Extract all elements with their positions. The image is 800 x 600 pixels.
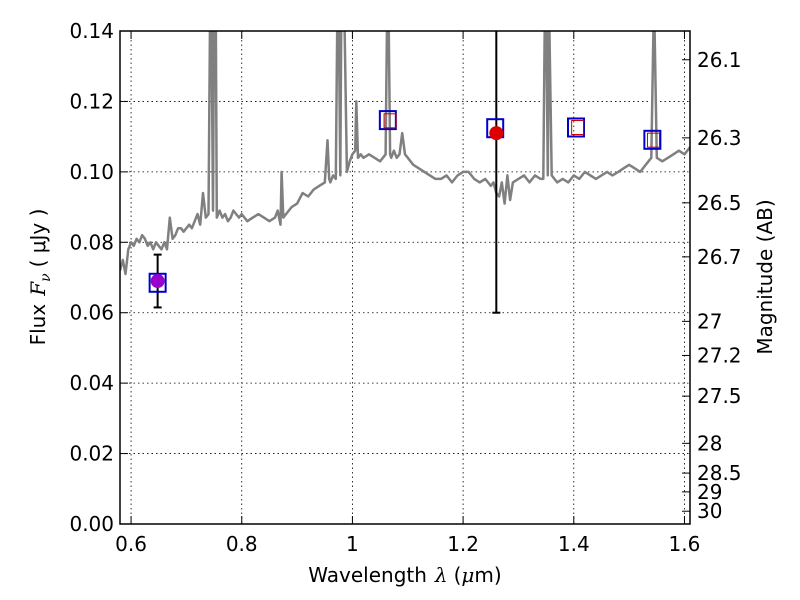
magnitude-tick-label: 26.3: [697, 126, 742, 150]
observed-limit-square: [646, 132, 660, 148]
x-tick-label: 1: [346, 532, 359, 556]
x-tick-label: 0.6: [115, 532, 147, 556]
x-axis-ticks: 0.6 0.8 1 1.2 1.4 1.6: [115, 31, 700, 556]
x-tick-label: 1.2: [447, 532, 479, 556]
magnitude-tick-label: 30: [697, 499, 722, 523]
plot-frame: [119, 30, 691, 525]
y-tick-label: 0.00: [69, 512, 114, 536]
x-axis-label: Wavelength λ (μm): [308, 563, 501, 587]
x-tick-label: 1.4: [558, 532, 590, 556]
magnitude-tick-label: 27: [697, 309, 722, 333]
y-tick-label: 0.08: [69, 230, 114, 254]
y-tick-label: 0.10: [69, 160, 114, 184]
observed-detection-points: [150, 126, 504, 289]
observed-limit-square: [571, 119, 585, 135]
y-tick-label: 0.12: [69, 89, 114, 113]
y-tick-label: 0.14: [69, 19, 114, 43]
magnitude-tick-label: 27.5: [697, 384, 742, 408]
magnitude-tick-label: 26.5: [697, 191, 742, 215]
observed-detection-point: [489, 126, 504, 141]
magnitude-tick-label: 26.7: [697, 245, 742, 269]
magnitude-axis-label: Magnitude (AB): [753, 199, 777, 354]
grid: [120, 31, 690, 524]
plot-area: [120, 31, 690, 314]
y-axis-ticks: 0.00 0.02 0.04 0.06 0.08 0.10 0.12 0.14: [69, 19, 128, 536]
observed-detection-point: [150, 274, 165, 289]
model-photometry-square: [643, 129, 662, 150]
magnitude-tick-label: 29: [697, 480, 722, 504]
x-tick-label: 1.6: [669, 532, 701, 556]
y-tick-label: 0.04: [69, 371, 114, 395]
observed-limit-square: [383, 113, 397, 129]
magnitude-tick-label: 27.2: [697, 343, 742, 367]
y-tick-label: 0.02: [69, 442, 114, 466]
model-photometry-square: [148, 272, 167, 293]
magnitude-tick-label: 26.1: [697, 48, 742, 72]
y-tick-label: 0.06: [69, 301, 114, 325]
observed-limit-points: [383, 113, 660, 148]
magnitude-tick-label: 28.5: [697, 461, 742, 485]
x-tick-label: 0.8: [226, 532, 258, 556]
y-axis-label: FluxFν( μJy ): [26, 209, 54, 346]
model-spectrum-line: [120, 31, 690, 276]
magnitude-tick-label: 28: [697, 431, 722, 455]
